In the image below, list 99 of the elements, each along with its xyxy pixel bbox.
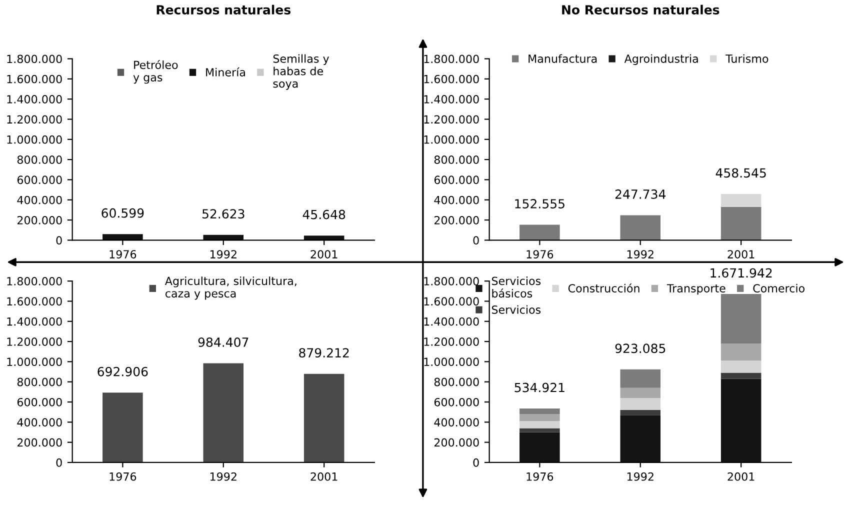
y-tick-label: 1.200.000	[7, 115, 62, 124]
y-tick-label: 600.000	[434, 176, 479, 184]
x-tick-label: 1976	[526, 472, 554, 481]
y-tick-label: 600.000	[17, 176, 62, 184]
y-tick-label: 800.000	[434, 156, 479, 164]
text: 879.212	[299, 348, 349, 358]
y-tick-label: 0	[473, 236, 479, 245]
y-tick-label: 1.400.000	[7, 317, 62, 326]
y-tick-label: 200.000	[434, 216, 479, 224]
x-tick-label: 2001	[728, 250, 754, 258]
y-tick-label: 800.000	[434, 378, 479, 386]
bar	[102, 392, 143, 462]
y-tick-label: 1.000.000	[7, 358, 62, 366]
y-tick-label: 1.600.000	[424, 297, 479, 306]
legend-label: Minería	[206, 67, 245, 76]
y-tick-label: 400.000	[434, 196, 479, 204]
x-tick-label: 2001	[728, 472, 754, 481]
bar	[203, 363, 244, 462]
bar	[520, 414, 560, 422]
text: 692.906	[98, 366, 148, 376]
y-tick-label: 0	[56, 236, 62, 245]
total-label: 60.599	[102, 208, 144, 218]
bar	[720, 360, 762, 373]
y-tick-label: 1.800.000	[424, 54, 479, 64]
total-label: 152.555	[515, 199, 564, 208]
x-tick-label: 1992	[627, 250, 654, 258]
x-tick-label: 2001	[310, 472, 338, 481]
text: 984.407	[198, 337, 248, 347]
x-tick-label: 2001	[310, 250, 338, 258]
bar	[620, 388, 661, 398]
y-tick-label: 800.000	[17, 156, 62, 164]
legend-label: Agricultura, silvicultura, caza y pesca	[164, 276, 296, 300]
y-tick-label: 1.400.000	[424, 317, 479, 326]
total-label: 247.734	[615, 189, 666, 199]
bar	[520, 421, 560, 428]
bar	[720, 206, 762, 240]
bar	[520, 428, 560, 432]
total-label: 534.921	[514, 382, 564, 392]
total-label: 52.623	[202, 209, 244, 219]
chart-title: No Recursos naturales	[562, 4, 720, 14]
chart-title: Recursos naturales	[156, 4, 290, 14]
y-tick-label: 200.000	[434, 438, 479, 447]
bar	[520, 408, 560, 414]
y-tick-label: 200.000	[17, 438, 62, 447]
bar	[304, 374, 344, 462]
bar	[620, 410, 661, 416]
legend-label: Servicios	[492, 305, 541, 314]
y-tick-label: 1.800.000	[424, 277, 479, 286]
legend-label: Servicios básicos	[492, 276, 541, 298]
y-tick-label: 1.200.000	[7, 337, 62, 346]
y-tick-label: 600.000	[434, 398, 479, 406]
total-label: 1.671.942	[710, 268, 772, 278]
x-tick-label: 1992	[627, 472, 654, 481]
y-tick-label: 1.400.000	[7, 95, 62, 104]
bar	[720, 194, 762, 207]
bar	[520, 224, 560, 240]
y-tick-label: 1.000.000	[424, 135, 479, 144]
legend-label: Construcción	[568, 283, 640, 293]
legend-label: Semillas y habas de soya	[273, 54, 330, 90]
y-tick-label: 1.800.000	[7, 54, 62, 64]
bar	[620, 369, 661, 388]
y-tick-label: 0	[473, 458, 479, 467]
y-tick-label: 1.000.000	[424, 358, 479, 366]
y-tick-label: 800.000	[17, 378, 62, 386]
bar	[620, 415, 661, 462]
total-label: 923.085	[615, 344, 666, 354]
legend-label: Comercio	[753, 284, 804, 293]
y-tick-label: 400.000	[17, 196, 62, 204]
legend-label: Turismo	[726, 54, 768, 63]
bar	[620, 398, 661, 410]
bar	[720, 344, 762, 361]
y-tick-label: 1.600.000	[7, 297, 62, 306]
y-tick-label: 1.600.000	[7, 74, 62, 84]
y-tick-label: 600.000	[17, 398, 62, 406]
bar	[720, 372, 762, 379]
y-tick-label: 1.000.000	[7, 135, 62, 144]
x-tick-label: 1976	[526, 250, 554, 258]
x-tick-label: 1976	[110, 250, 136, 258]
y-tick-label: 200.000	[17, 216, 62, 224]
legend-label: Transporte	[666, 284, 726, 295]
y-tick-label: 400.000	[17, 418, 62, 427]
y-tick-label: 1.400.000	[424, 95, 479, 104]
legend-label: Agroindustria	[624, 54, 698, 66]
y-tick-label: 400.000	[434, 418, 479, 427]
y-tick-label: 1.200.000	[424, 115, 479, 124]
y-tick-label: 0	[56, 458, 62, 467]
bar	[520, 432, 560, 462]
legend-label: Manufactura	[528, 54, 597, 63]
x-tick-label: 1992	[210, 250, 236, 258]
y-tick-label: 1.200.000	[424, 337, 479, 346]
bar	[720, 378, 762, 462]
y-tick-label: 1.800.000	[7, 277, 62, 286]
bar	[620, 215, 661, 240]
x-tick-label: 1992	[210, 472, 236, 481]
x-tick-label: 1976	[110, 472, 136, 481]
total-label: 458.545	[716, 168, 766, 178]
y-tick-label: 1.600.000	[424, 74, 479, 84]
total-label: 45.648	[302, 210, 346, 220]
legend-label: Petróleo y gas	[133, 60, 178, 84]
